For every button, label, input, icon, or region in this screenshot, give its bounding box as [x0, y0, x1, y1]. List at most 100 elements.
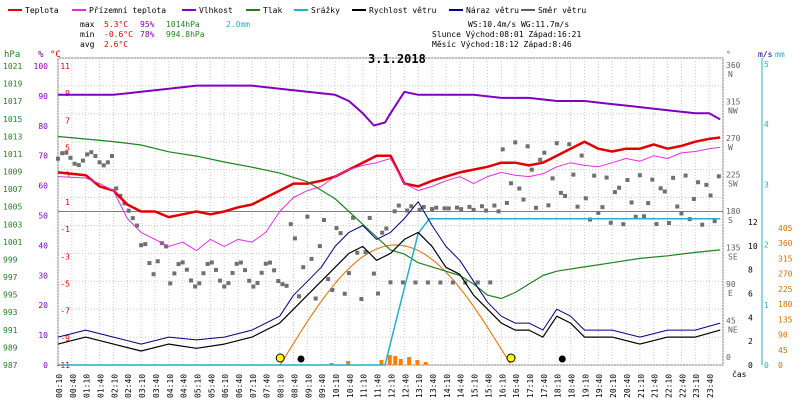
- direction-compass: W: [728, 143, 733, 152]
- sun-tick: 315: [778, 254, 793, 263]
- x-tick: 15:10: [471, 374, 480, 398]
- wind-direction-point: [80, 158, 85, 163]
- wind-direction-point: [367, 215, 372, 220]
- legend-label: Vlhkost: [199, 6, 233, 15]
- temp-tick: 5: [65, 144, 70, 153]
- stats-avg-temp: 2.6°C: [104, 40, 128, 49]
- wind-direction-point: [592, 173, 597, 178]
- sunset-marker: [506, 353, 516, 363]
- wind-direction-point: [554, 141, 559, 146]
- x-tick: 22:40: [678, 374, 687, 398]
- wind-direction-point: [267, 260, 272, 265]
- wind-direction-point: [405, 208, 410, 213]
- wind-direction-point: [288, 222, 293, 227]
- direction-unit: °: [726, 50, 731, 59]
- sun-tick: 405: [778, 224, 793, 233]
- rain-tick: 1: [764, 301, 769, 310]
- humidity-tick: 0: [43, 361, 48, 370]
- x-tick: 04:40: [180, 374, 189, 398]
- wind-direction-point: [421, 204, 426, 209]
- wind-direction-point: [488, 280, 493, 285]
- wind-direction-point: [143, 242, 148, 247]
- wind-direction-point: [625, 178, 630, 183]
- wind-direction-point: [479, 204, 484, 209]
- wind-direction-point: [255, 280, 260, 285]
- wind-direction-point: [442, 206, 447, 211]
- pressure-tick: 987: [3, 361, 18, 370]
- wind-tick: 0: [748, 361, 753, 370]
- temp-unit: °C: [50, 50, 61, 60]
- temp-tick: 7: [65, 116, 70, 125]
- pressure-tick: 1013: [3, 132, 22, 141]
- x-tick: 08:40: [290, 374, 299, 398]
- direction-compass: N: [728, 70, 733, 79]
- wind-direction-point: [209, 260, 214, 265]
- x-tick: 18:10: [554, 374, 563, 398]
- x-tick: 00:40: [69, 374, 78, 398]
- pressure-tick: 1007: [3, 185, 22, 194]
- x-tick: 21:10: [637, 374, 646, 398]
- wind-direction-point: [230, 271, 235, 276]
- info-sun: Slunce Východ:08:01 Západ:16:21: [432, 30, 581, 39]
- wind-direction-point: [168, 281, 173, 286]
- pressure-tick: 991: [3, 326, 18, 335]
- rain-tick: 4: [764, 120, 769, 129]
- wind-direction-point: [155, 259, 160, 264]
- wind-direction-point: [704, 182, 709, 187]
- wind-direction-point: [434, 205, 439, 210]
- legend-label: Tlak: [263, 6, 282, 15]
- stats-min-label: min: [80, 30, 95, 39]
- wind-direction-point: [504, 200, 509, 205]
- wind-direction-point: [97, 160, 102, 165]
- series-p-zemn-teplota: [57, 146, 721, 252]
- wind-direction-point: [251, 284, 256, 289]
- pressure-tick: 1009: [3, 168, 22, 177]
- wind-direction-point: [617, 185, 622, 190]
- wind-direction-point: [134, 223, 139, 228]
- wind-direction-point: [238, 260, 243, 265]
- x-tick: 08:10: [277, 374, 286, 398]
- rain-tick: 3: [764, 180, 769, 189]
- rain-intensity-bar: [393, 356, 398, 365]
- x-tick: 12:10: [387, 374, 396, 398]
- wind-tick: 4: [748, 313, 753, 322]
- wind-direction-point: [521, 197, 526, 202]
- wind-direction-point: [425, 280, 430, 285]
- x-tick: 17:40: [540, 374, 549, 398]
- wind-tick: 6: [748, 290, 753, 299]
- wind-direction-point: [93, 154, 98, 159]
- wind-direction-point: [218, 278, 223, 283]
- x-tick: 16:10: [498, 374, 507, 398]
- wind-direction-point: [276, 278, 281, 283]
- wind-direction-point: [89, 150, 94, 155]
- legend-label: Srážky: [311, 6, 340, 15]
- wind-direction-point: [272, 268, 277, 273]
- wind-direction-point: [550, 176, 555, 181]
- direction-tick: 270: [726, 134, 741, 143]
- sun-tick: 45: [778, 346, 788, 355]
- wind-direction-point: [492, 203, 497, 208]
- moonrise-marker: [558, 355, 566, 363]
- humidity-tick: 90: [38, 92, 48, 101]
- wind-direction-point: [184, 267, 189, 272]
- direction-tick: 360: [726, 61, 741, 70]
- wind-direction-point: [280, 282, 285, 287]
- rain-intensity-bar: [379, 360, 384, 365]
- temp-tick: -9: [60, 334, 70, 343]
- sunrise-marker: [275, 353, 285, 363]
- wind-direction-point: [338, 231, 343, 236]
- wind-direction-point: [313, 296, 318, 301]
- wind-direction-point: [114, 186, 119, 191]
- wind-direction-point: [471, 207, 476, 212]
- wind-direction-point: [413, 280, 418, 285]
- series-sr-ky: [58, 218, 721, 366]
- wind-direction-point: [455, 205, 459, 210]
- direction-tick: 180: [726, 207, 741, 216]
- x-tick: 04:10: [166, 374, 175, 398]
- direction-compass: S: [728, 216, 733, 225]
- wind-direction-point: [72, 161, 77, 166]
- direction-compass: E: [728, 289, 733, 298]
- x-tick: 17:10: [526, 374, 535, 398]
- wind-direction-point: [322, 218, 326, 223]
